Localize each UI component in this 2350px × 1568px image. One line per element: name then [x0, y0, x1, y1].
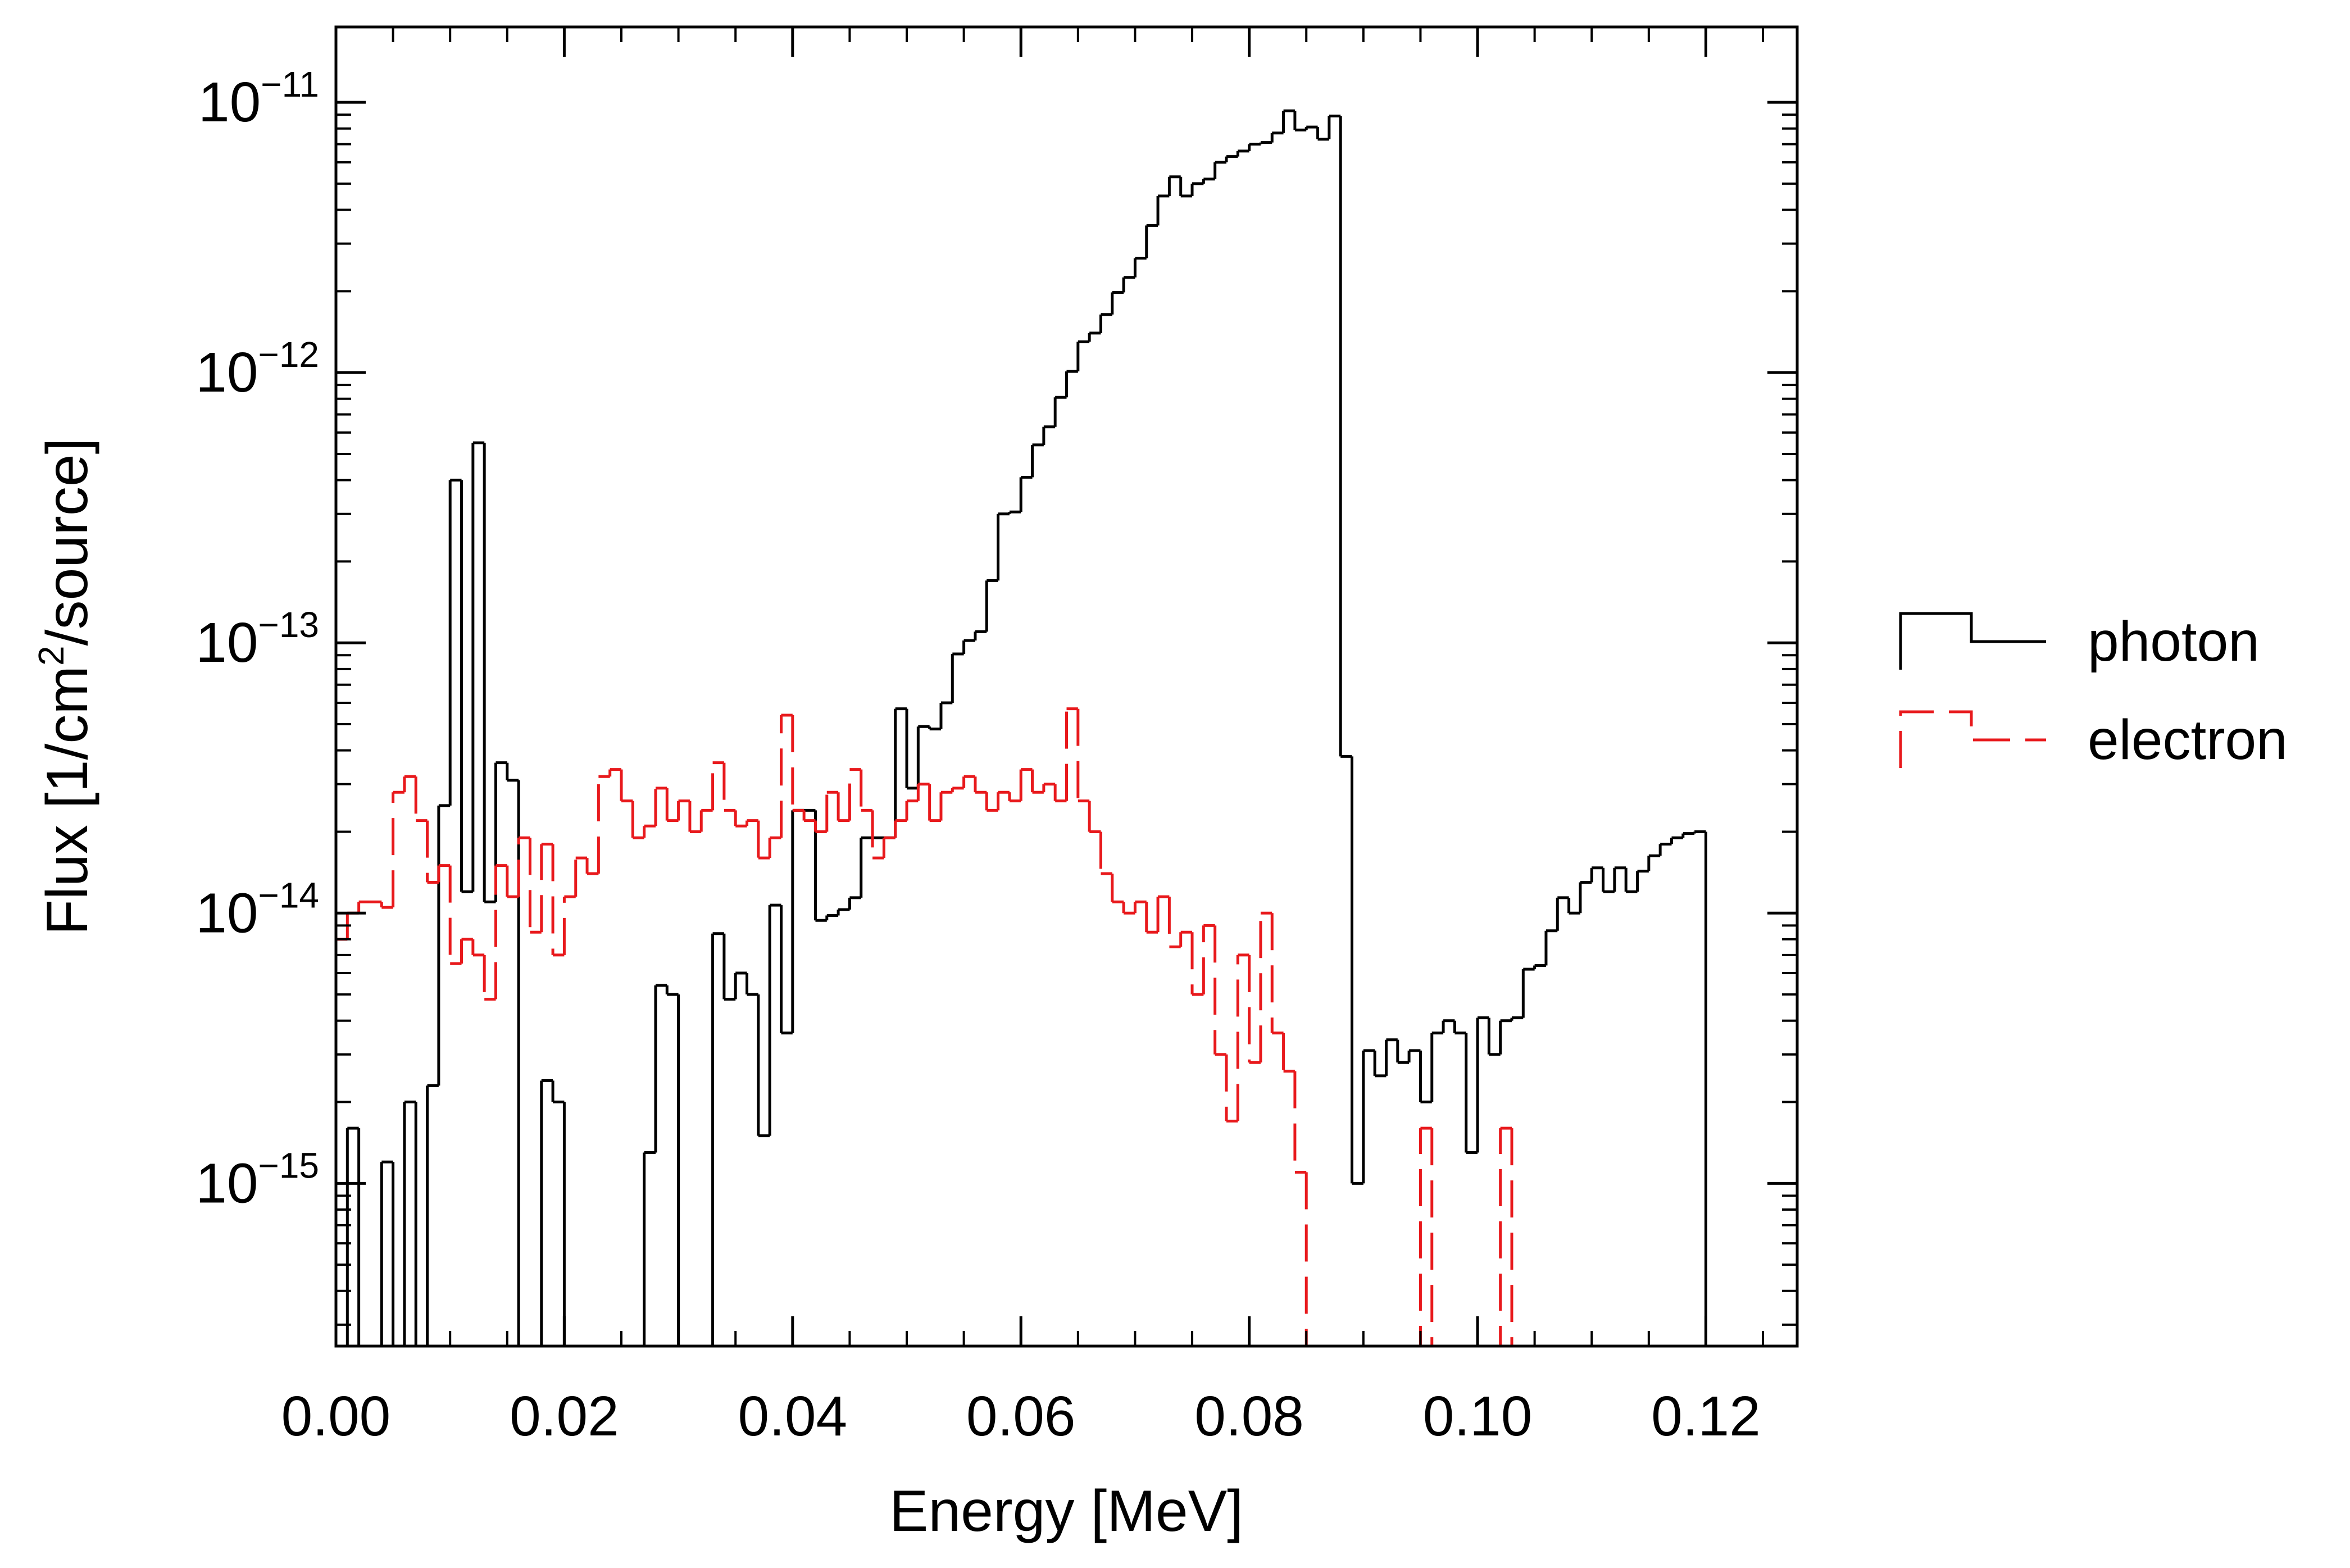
plot-frame [334, 25, 1799, 1348]
y-tick-label: 10−14 [196, 875, 319, 944]
y-tick-base: 10 [196, 341, 258, 404]
x-tick-label: 0.10 [1423, 1385, 1533, 1448]
legend-label: photon [2088, 610, 2260, 673]
x-axis-label: Energy [MeV] [889, 1479, 1243, 1544]
series-1 [336, 707, 1513, 1346]
plot-area [336, 109, 1707, 1346]
y-tick-exponent: −14 [258, 875, 319, 915]
y-axis-label-part: Flux [1/cm [35, 666, 100, 935]
y-tick-exponent: −13 [258, 605, 319, 645]
y-axis-label-sup: 2 [31, 646, 71, 666]
x-tick-label: 0.04 [738, 1385, 847, 1448]
legend-swatch [1899, 710, 2046, 768]
y-tick-exponent: −15 [258, 1145, 319, 1185]
x-tick-label: 0.00 [281, 1385, 391, 1448]
y-tick-base: 10 [196, 611, 258, 674]
legend-swatch [1899, 612, 2046, 670]
y-axis-label-part: /source] [35, 438, 100, 646]
y-tick-base: 10 [196, 881, 258, 944]
y-tick-label: 10−15 [196, 1145, 319, 1215]
y-tick-label: 10−11 [198, 64, 319, 134]
legend-label: electron [2088, 708, 2288, 771]
y-tick-exponent: −11 [261, 64, 319, 104]
x-tick-label: 0.06 [966, 1385, 1076, 1448]
series-0 [346, 109, 1707, 1346]
x-tick-label: 0.12 [1651, 1385, 1761, 1448]
y-tick-label: 10−13 [196, 605, 319, 674]
y-tick-base: 10 [198, 71, 261, 134]
y-tick-label: 10−12 [196, 334, 319, 404]
x-tick-label: 0.08 [1194, 1385, 1304, 1448]
y-tick-base: 10 [196, 1152, 258, 1215]
y-tick-exponent: −12 [258, 334, 319, 375]
x-tick-label: 0.02 [510, 1385, 619, 1448]
y-axis-label: Flux [1/cm2/source] [31, 438, 100, 935]
